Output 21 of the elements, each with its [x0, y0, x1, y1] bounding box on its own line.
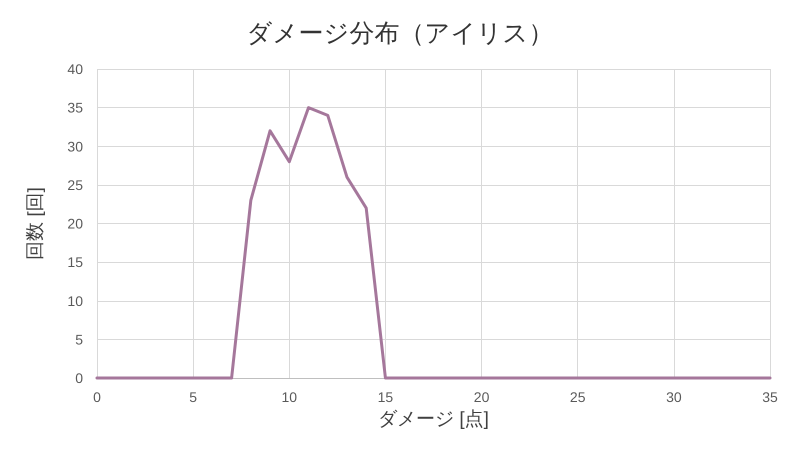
y-tick-label: 10 — [67, 292, 84, 309]
chart-title: ダメージ分布（アイリス） — [246, 20, 554, 48]
x-tick-label: 30 — [666, 389, 682, 405]
x-tick-label: 0 — [93, 389, 102, 405]
y-tick-label: 35 — [67, 100, 84, 116]
y-axis-title: 回数 [回] — [25, 187, 46, 260]
y-tick-label: 30 — [67, 138, 84, 154]
y-tick-label: 25 — [67, 176, 84, 193]
x-tick-label: 5 — [189, 389, 198, 405]
y-tick-label: 15 — [67, 254, 84, 270]
y-tick-label: 40 — [67, 61, 84, 77]
x-axis-title: ダメージ [点] — [378, 409, 489, 430]
x-tick-label: 10 — [281, 389, 298, 405]
x-tick-label: 20 — [474, 389, 490, 405]
x-tick-label: 35 — [762, 389, 778, 405]
x-tick-label: 15 — [378, 389, 394, 405]
line-series — [96, 106, 772, 380]
y-tick-label: 0 — [75, 370, 84, 386]
x-tick-label: 25 — [570, 389, 586, 405]
y-tick-label: 5 — [75, 331, 84, 348]
y-tick-label: 20 — [67, 216, 84, 232]
